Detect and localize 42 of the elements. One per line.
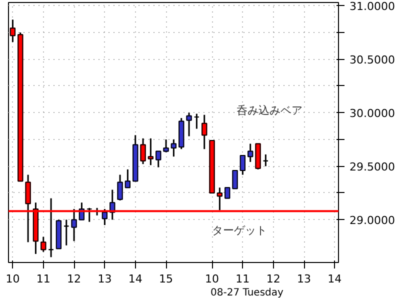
y-tick-label: 29.5000 [350,160,395,174]
candlestick [140,138,146,165]
x-tick-label: 14 [328,272,342,286]
y-tick-label: 31.0000 [350,0,395,14]
y-tick-label: 30.5000 [350,54,395,67]
candlestick [232,170,238,190]
candlestick [156,150,162,168]
candlestick [71,208,77,242]
candlestick [86,207,92,223]
annotation: 呑み込みベア [236,104,303,117]
candlestick [163,138,169,154]
candlestick [224,187,230,199]
candlestick [64,218,70,246]
x-tick-label: 13 [98,272,112,286]
y-tick-label: 30.0000 [350,107,395,120]
candlestick [48,198,54,258]
x-tick-label: 12 [67,272,82,286]
x-tick-label: 12 [266,272,280,286]
candlestick [124,168,130,188]
candlestick [148,138,154,166]
y-tick-label: 29.0000 [350,214,395,228]
x-tick-label: 15 [159,272,174,286]
x-tick-label: 10 [205,272,220,286]
candlestick [40,236,46,253]
text: 08-27 Tuesday [210,288,284,298]
candlestick [102,208,108,226]
x-tick-label: 11 [36,272,50,286]
candlestick [117,174,123,202]
candlestick [170,138,176,158]
candlestick [248,142,254,163]
x-tick-label: 11 [236,272,250,286]
candlestick [194,113,200,130]
candlestick [78,202,85,220]
x-tick-label: 14 [128,272,142,286]
candlestick [110,188,116,220]
x-tick-label: 13 [297,272,312,286]
candlestick [186,112,192,137]
candlestick [240,154,246,176]
x-tick-label: 10 [6,272,20,286]
candlestick [262,154,268,167]
ref-line-label: ターゲット [212,224,268,238]
candlestick [202,114,208,150]
